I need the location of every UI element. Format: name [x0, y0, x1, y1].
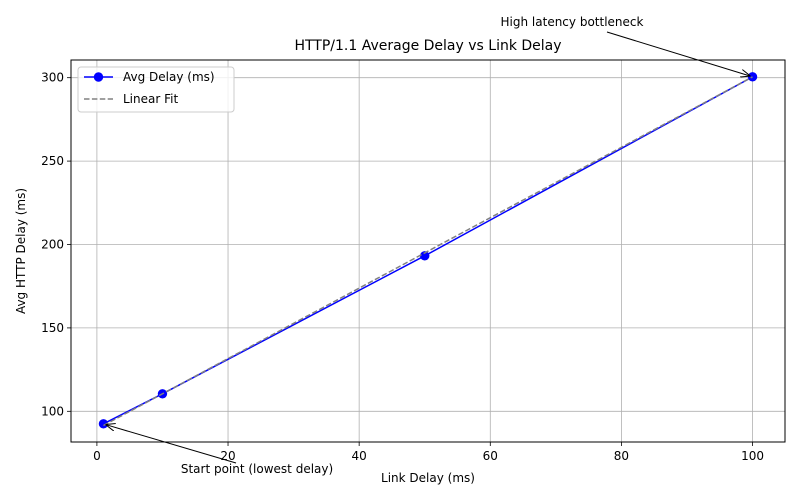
y-tick-label: 200 — [41, 237, 64, 251]
series-line-2 — [103, 76, 753, 427]
x-tick-label: 60 — [483, 449, 498, 463]
annotation-start-point: Start point (lowest delay) — [181, 462, 333, 476]
y-axis-label: Avg HTTP Delay (ms) — [14, 188, 28, 314]
chart-title: HTTP/1.1 Average Delay vs Link Delay — [294, 38, 561, 54]
y-tick-label: 250 — [41, 154, 64, 168]
plot-frame — [70, 59, 786, 443]
annotation-arrow-bottleneck — [606, 31, 750, 76]
legend-marker — [93, 72, 104, 82]
annotation-high-latency: High latency bottleneck — [501, 15, 644, 29]
x-tick-label: 0 — [93, 449, 101, 463]
x-tick-label: 100 — [741, 449, 764, 463]
x-tick-label: 40 — [352, 449, 367, 463]
legend-box — [77, 66, 235, 113]
legend-label-1: Avg Delay (ms) — [123, 70, 215, 84]
y-tick-label: 100 — [41, 404, 64, 418]
y-tick-label: 150 — [41, 321, 64, 335]
legend-label-2: Linear Fit — [123, 92, 178, 106]
x-tick-label: 80 — [614, 449, 629, 463]
annotation-arrow-start — [106, 425, 237, 464]
y-tick-label: 300 — [41, 71, 64, 85]
x-axis-label: Link Delay (ms) — [381, 471, 475, 485]
